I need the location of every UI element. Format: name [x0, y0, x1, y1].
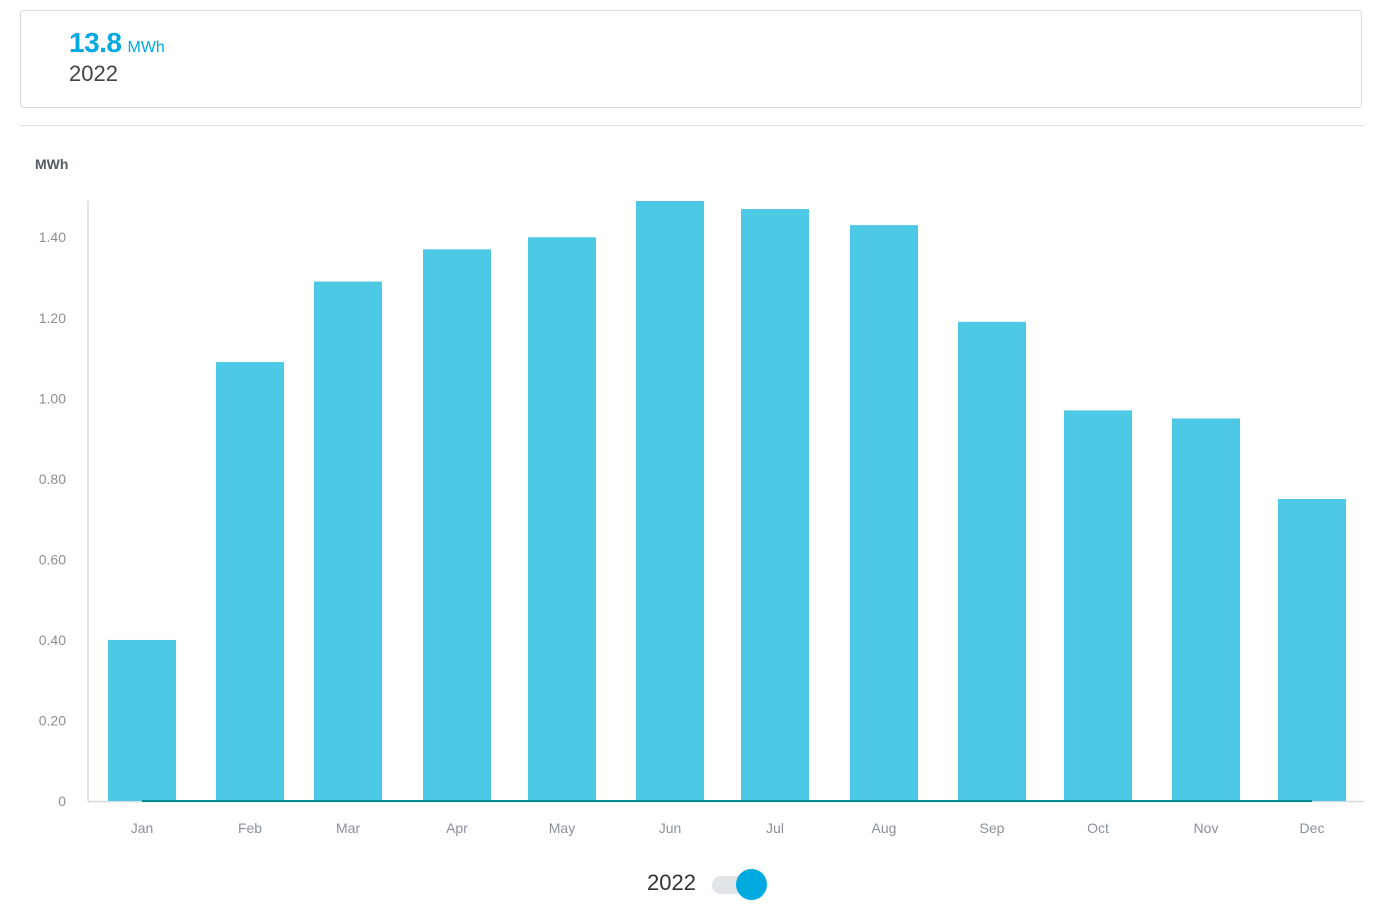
y-tick-label: 1.00	[39, 390, 66, 406]
bar-may	[528, 237, 596, 802]
x-tick-label: May	[549, 820, 575, 836]
bar-chart: MWh 0 0.20 0.40 0.60 0.80 1.00 1.20 1.40 Jan Feb Ma…	[35, 156, 1364, 836]
y-tick-label: 0	[58, 793, 66, 809]
bar-feb	[216, 362, 284, 801]
bar-jan	[108, 639, 176, 801]
divider	[20, 125, 1364, 126]
y-tick-label: 1.40	[39, 229, 66, 245]
x-tick-label: Jan	[131, 820, 154, 836]
y-axis-unit-label: MWh	[35, 156, 68, 172]
x-tick-label: Sep	[980, 820, 1005, 836]
x-tick-label: Oct	[1087, 820, 1109, 836]
y-tick-label: 0.40	[39, 632, 66, 648]
y-tick-label: 1.20	[39, 310, 66, 326]
y-tick-label: 0.60	[39, 551, 66, 567]
x-tick-label: Jun	[659, 820, 682, 836]
summary-card: 13.8 MWh 2022	[20, 10, 1362, 108]
bar-mar	[314, 281, 382, 801]
x-tick-label: Aug	[872, 820, 897, 836]
legend: 2022	[0, 866, 1392, 906]
bar-jun	[636, 201, 704, 801]
summary-year: 2022	[69, 61, 118, 86]
bar-jul	[741, 209, 809, 801]
y-tick-label: 0.20	[39, 712, 66, 728]
x-tick-label: Dec	[1300, 820, 1325, 836]
x-tick-label: Jul	[766, 820, 784, 836]
x-tick-label: Mar	[336, 820, 360, 836]
bar-oct	[1064, 410, 1132, 801]
toggle-knob	[736, 869, 767, 900]
bar-sep	[958, 321, 1026, 801]
summary-value: 13.8	[69, 27, 122, 58]
legend-label: 2022	[647, 870, 696, 895]
bar-apr	[423, 249, 491, 801]
series-toggle[interactable]	[712, 869, 767, 900]
bar-dec	[1278, 498, 1346, 801]
bar-nov	[1172, 418, 1240, 801]
summary-value-row: 13.8 MWh	[69, 27, 165, 59]
summary-unit: MWh	[127, 39, 165, 56]
x-tick-label: Apr	[446, 820, 468, 836]
x-tick-label: Feb	[238, 820, 262, 836]
x-tick-label: Nov	[1194, 820, 1219, 836]
bar-aug	[850, 225, 918, 801]
y-tick-label: 0.80	[39, 471, 66, 487]
